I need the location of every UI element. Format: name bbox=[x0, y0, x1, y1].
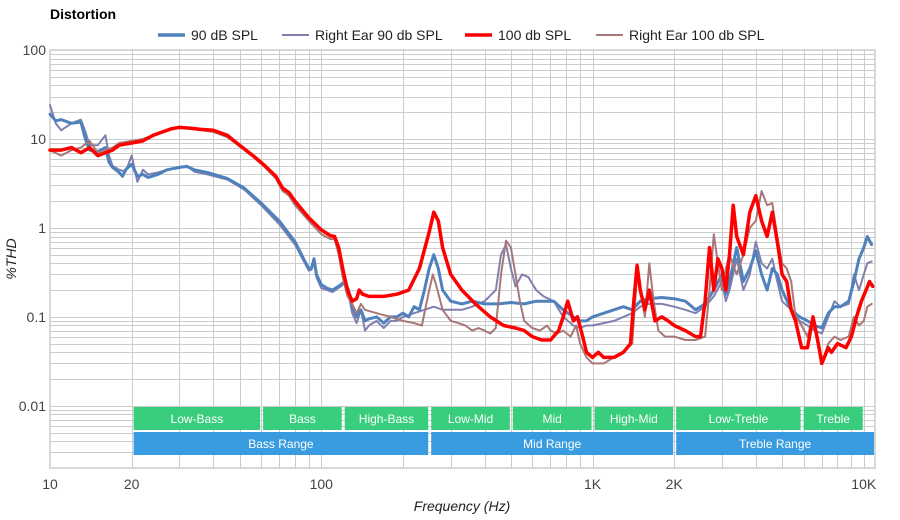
band-treble-range: Treble Range bbox=[676, 432, 874, 455]
series-line-right-ear-100-db-spl bbox=[49, 126, 873, 365]
band-bar bbox=[133, 407, 261, 430]
y-tick-label: 1 bbox=[38, 220, 46, 236]
x-tick-label: 100 bbox=[310, 476, 334, 492]
series-line-100-db-spl bbox=[48, 125, 875, 366]
x-tick-label: 2K bbox=[666, 476, 684, 492]
band-bar bbox=[431, 407, 510, 430]
band-label: Bass Range bbox=[248, 437, 314, 451]
legend-item: Right Ear 100 db SPL bbox=[596, 27, 765, 43]
band-treble: Treble bbox=[803, 407, 863, 430]
band-low-treble: Low-Treble bbox=[676, 407, 801, 430]
band-bar bbox=[676, 432, 874, 455]
band-low-bass: Low-Bass bbox=[133, 407, 261, 430]
legend-label: 90 dB SPL bbox=[191, 27, 258, 43]
legend-label: Right Ear 100 db SPL bbox=[629, 27, 765, 43]
y-tick-label: 100 bbox=[23, 42, 47, 58]
band-label: Treble bbox=[816, 412, 850, 426]
band-bar bbox=[594, 407, 674, 430]
band-high-bass: High-Bass bbox=[344, 407, 429, 430]
band-label: Low-Bass bbox=[171, 412, 224, 426]
band-bar bbox=[133, 432, 429, 455]
y-tick-label: 0.1 bbox=[27, 309, 47, 325]
band-bar bbox=[803, 407, 863, 430]
grid bbox=[49, 49, 876, 469]
plot-border bbox=[49, 49, 876, 469]
y-tick-label: 10 bbox=[30, 131, 46, 147]
band-bar bbox=[512, 407, 592, 430]
series-line-90-db-spl bbox=[48, 112, 874, 330]
band-label: Mid bbox=[543, 412, 562, 426]
band-label: Mid Range bbox=[523, 437, 581, 451]
y-tick-label: 0.01 bbox=[19, 398, 46, 414]
x-tick-label: 10 bbox=[42, 476, 58, 492]
legend: 90 dB SPL Right Ear 90 db SPL 100 db SPL Ri… bbox=[158, 27, 765, 43]
band-label: Bass bbox=[289, 412, 316, 426]
band-mid-range: Mid Range bbox=[431, 432, 674, 455]
band-label: High-Mid bbox=[610, 412, 658, 426]
legend-item: Right Ear 90 db SPL bbox=[282, 27, 443, 43]
band-label: Low-Mid bbox=[448, 412, 493, 426]
band-bar bbox=[431, 432, 674, 455]
frequency-bands: Low-Bass Bass High-Bass Low-Mid Mid High-Mid L… bbox=[133, 407, 874, 455]
y-axis-title: %THD bbox=[3, 238, 19, 279]
x-axis-title: Frequency (Hz) bbox=[414, 498, 510, 514]
series-lines bbox=[48, 104, 875, 366]
band-bar bbox=[263, 407, 342, 430]
band-bass: Bass bbox=[263, 407, 342, 430]
band-high-mid: High-Mid bbox=[594, 407, 674, 430]
x-tick-label: 10K bbox=[851, 476, 877, 492]
band-bar bbox=[676, 407, 801, 430]
x-axis-ticks: 10 20 100 1K 2K 10K bbox=[42, 476, 877, 492]
band-mid: Mid bbox=[512, 407, 592, 430]
y-axis-ticks: 100 10 1 0.1 0.01 bbox=[19, 42, 46, 414]
chart-title: Distortion bbox=[50, 6, 116, 22]
band-label: High-Bass bbox=[359, 412, 414, 426]
band-label: Low-Treble bbox=[709, 412, 769, 426]
x-tick-label: 1K bbox=[584, 476, 602, 492]
legend-item: 90 dB SPL bbox=[158, 27, 258, 43]
band-bar bbox=[344, 407, 429, 430]
legend-item: 100 db SPL bbox=[465, 27, 571, 43]
band-low-mid: Low-Mid bbox=[431, 407, 510, 430]
band-label: Treble Range bbox=[739, 437, 812, 451]
legend-label: 100 db SPL bbox=[498, 27, 571, 43]
band-bass-range: Bass Range bbox=[133, 432, 429, 455]
x-tick-label: 20 bbox=[124, 476, 140, 492]
legend-label: Right Ear 90 db SPL bbox=[315, 27, 443, 43]
